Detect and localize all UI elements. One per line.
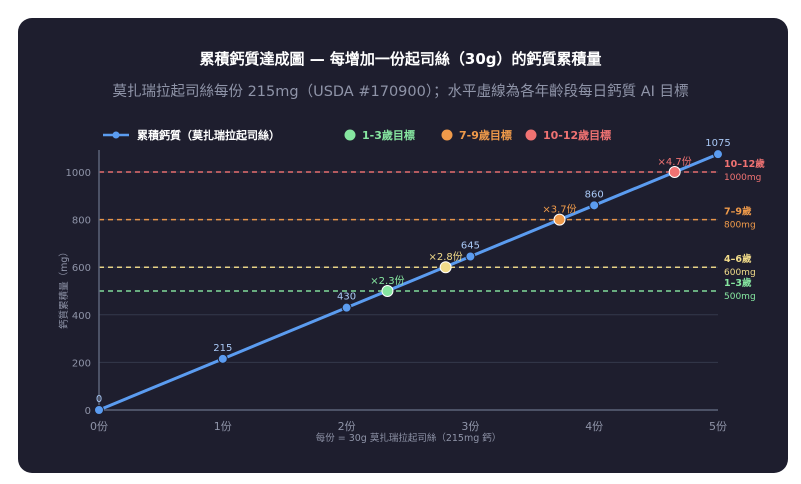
series-line xyxy=(98,152,719,412)
legend-label: 7-9歲目標 xyxy=(459,128,512,142)
data-label: 645 xyxy=(461,240,480,251)
data-point xyxy=(589,200,600,211)
legend-label: 累積鈣質（莫扎瑞拉起司絲） xyxy=(137,128,280,142)
target-label: 7–9歲 xyxy=(724,206,752,218)
y-tick-label: 200 xyxy=(72,358,91,369)
target-label: 10–12歲 xyxy=(724,158,765,170)
target-point xyxy=(439,261,452,274)
data-label: 215 xyxy=(213,343,232,354)
target-point-label: ×4.7份 xyxy=(658,156,692,168)
x-tick-label: 0份 xyxy=(90,420,108,433)
data-point xyxy=(217,353,228,364)
y-tick-label: 800 xyxy=(72,216,91,227)
chart-card xyxy=(18,18,788,473)
legend-swatch-dot xyxy=(441,129,453,141)
y-tick-label: 600 xyxy=(72,263,91,274)
target-value-label: 500mg xyxy=(724,292,756,302)
y-tick-label: 400 xyxy=(72,311,91,322)
y-axis-title: 鈣質累積量（mg） xyxy=(58,247,70,329)
x-axis-title: 每份 = 30g 莫扎瑞拉起司絲（215mg 鈣） xyxy=(316,432,502,444)
y-tick-label: 0 xyxy=(85,406,91,417)
target-point-label: ×2.8份 xyxy=(428,251,462,263)
target-point xyxy=(381,285,394,297)
x-tick-label: 5份 xyxy=(709,420,727,433)
legend-swatch-dot xyxy=(344,129,356,141)
target-value-label: 600mg xyxy=(724,268,756,278)
target-label: 1–3歲 xyxy=(724,277,752,289)
x-tick-label: 2份 xyxy=(338,420,356,433)
target-value-label: 1000mg xyxy=(724,173,761,183)
target-point xyxy=(553,213,566,226)
data-point xyxy=(713,149,723,160)
data-label: 1075 xyxy=(705,138,730,149)
chart-title: 累積鈣質達成圖 — 每增加一份起司絲（30g）的鈣質累積量 xyxy=(199,50,602,68)
legend-label: 10-12歲目標 xyxy=(543,128,611,142)
legend-swatch-dot xyxy=(112,131,120,139)
data-label: 0 xyxy=(96,394,102,405)
x-tick-label: 1份 xyxy=(214,420,232,433)
data-label: 860 xyxy=(585,189,604,200)
x-tick-label: 3份 xyxy=(461,420,479,433)
data-label: 430 xyxy=(337,292,356,303)
x-tick-label: 4份 xyxy=(585,420,603,433)
legend-label: 1-3歲目標 xyxy=(362,128,415,142)
y-tick-label: 1000 xyxy=(66,168,91,179)
chart-subtitle: 莫扎瑞拉起司絲每份 215mg（USDA #170900）；水平虛線為各年齡段每… xyxy=(112,84,689,100)
target-label: 4–6歲 xyxy=(724,253,752,265)
data-point xyxy=(94,405,104,415)
data-point xyxy=(341,302,352,313)
data-point xyxy=(465,251,476,262)
target-point-label: ×3.7份 xyxy=(542,204,576,216)
target-point-label: ×2.3份 xyxy=(370,275,404,287)
target-point xyxy=(668,166,681,178)
legend-swatch-dot xyxy=(525,129,537,141)
target-value-label: 800mg xyxy=(724,221,756,231)
